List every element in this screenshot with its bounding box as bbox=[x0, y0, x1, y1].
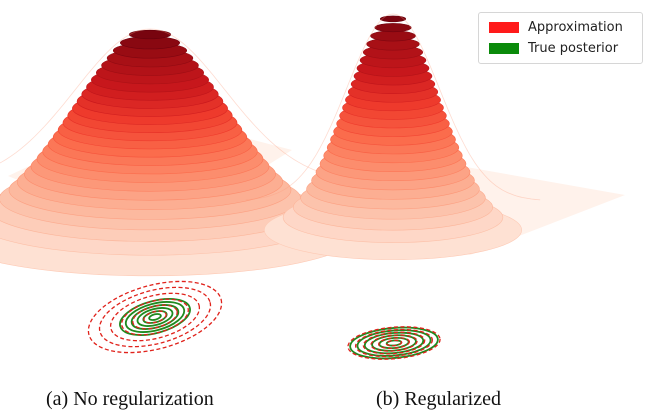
panel-a-surface bbox=[0, 28, 391, 277]
approximation-contour bbox=[370, 334, 418, 352]
legend-label-true-posterior: True posterior bbox=[528, 40, 619, 56]
true-posterior-contour bbox=[124, 301, 186, 333]
surface-level-slice bbox=[374, 23, 412, 33]
true-posterior-contour bbox=[349, 326, 439, 360]
approximation-contour bbox=[87, 280, 223, 354]
surface-level-slice bbox=[379, 15, 407, 23]
true-posterior-contour bbox=[136, 307, 174, 327]
legend-item-true-posterior: True posterior bbox=[489, 39, 618, 57]
legend-item-approximation: Approximation bbox=[489, 18, 623, 36]
legend-swatch-approximation bbox=[489, 21, 519, 33]
legend: Approximation True posterior bbox=[478, 12, 643, 64]
surface-level-slice bbox=[128, 29, 172, 40]
true-posterior-contour bbox=[148, 313, 162, 321]
caption-a: (a) No regularization bbox=[46, 388, 214, 410]
approximation-contour bbox=[109, 292, 201, 342]
approximation-contour bbox=[98, 286, 212, 348]
approximation-contour bbox=[347, 326, 441, 360]
panel-b-contours bbox=[347, 326, 441, 360]
legend-swatch-true-posterior bbox=[489, 42, 519, 54]
approximation-contour bbox=[354, 328, 434, 358]
surface-silhouette bbox=[245, 13, 541, 201]
approximation-contour bbox=[378, 336, 410, 350]
surface-level-slice bbox=[370, 30, 416, 42]
legend-label-approximation: Approximation bbox=[528, 19, 623, 35]
true-posterior-contour bbox=[371, 334, 417, 352]
caption-b: (b) Regularized bbox=[376, 388, 501, 410]
true-posterior-contour bbox=[378, 336, 410, 350]
approximation-contour bbox=[362, 331, 426, 355]
approximation-contour bbox=[132, 304, 178, 330]
surface-silhouette bbox=[0, 28, 391, 184]
approximation-contour bbox=[121, 298, 189, 336]
panel-b-surface bbox=[245, 13, 625, 260]
approximation-contour bbox=[385, 339, 403, 347]
panel-a-contours bbox=[87, 280, 223, 354]
approximation-contour bbox=[143, 310, 167, 324]
